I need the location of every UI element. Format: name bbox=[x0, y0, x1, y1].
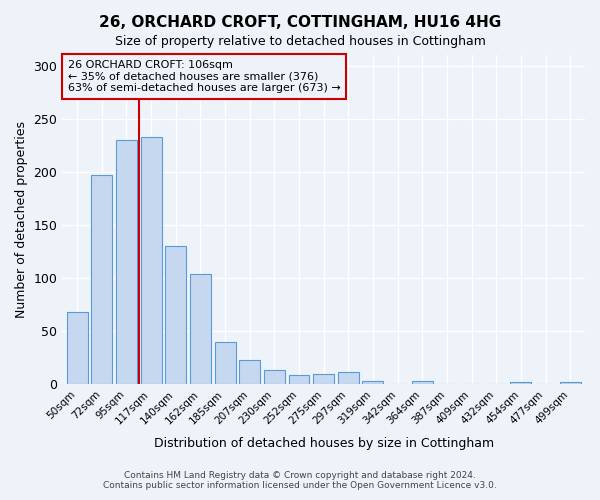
Y-axis label: Number of detached properties: Number of detached properties bbox=[15, 121, 28, 318]
Bar bbox=[91, 175, 112, 384]
Bar bbox=[116, 140, 137, 384]
Text: 26, ORCHARD CROFT, COTTINGHAM, HU16 4HG: 26, ORCHARD CROFT, COTTINGHAM, HU16 4HG bbox=[99, 15, 501, 30]
Bar bbox=[264, 370, 285, 384]
Bar bbox=[67, 312, 88, 384]
Bar bbox=[165, 246, 186, 384]
Bar bbox=[190, 274, 211, 384]
Bar bbox=[560, 382, 581, 384]
Bar bbox=[215, 342, 236, 384]
Bar bbox=[289, 374, 310, 384]
Bar bbox=[140, 137, 161, 384]
Bar bbox=[511, 382, 532, 384]
X-axis label: Distribution of detached houses by size in Cottingham: Distribution of detached houses by size … bbox=[154, 437, 494, 450]
Text: Contains HM Land Registry data © Crown copyright and database right 2024.
Contai: Contains HM Land Registry data © Crown c… bbox=[103, 470, 497, 490]
Text: 26 ORCHARD CROFT: 106sqm
← 35% of detached houses are smaller (376)
63% of semi-: 26 ORCHARD CROFT: 106sqm ← 35% of detach… bbox=[68, 60, 340, 93]
Bar bbox=[412, 381, 433, 384]
Bar bbox=[338, 372, 359, 384]
Bar bbox=[239, 360, 260, 384]
Bar bbox=[313, 374, 334, 384]
Bar bbox=[362, 381, 383, 384]
Text: Size of property relative to detached houses in Cottingham: Size of property relative to detached ho… bbox=[115, 35, 485, 48]
